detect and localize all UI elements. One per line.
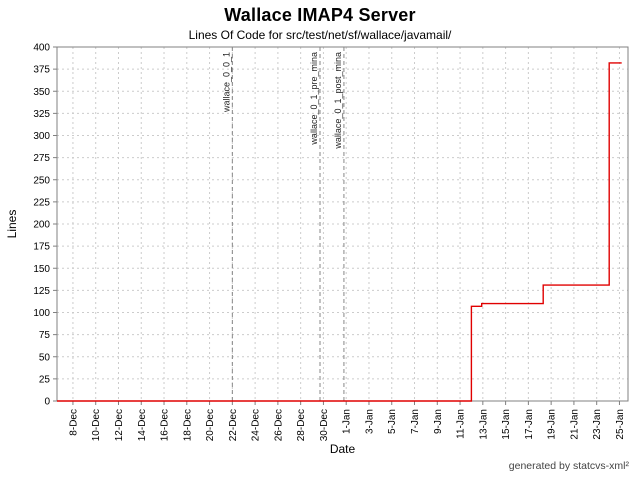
x-axis-title: Date <box>330 442 356 456</box>
x-tick-label: 17-Jan <box>524 409 535 440</box>
y-tick-label: 200 <box>33 220 50 231</box>
tag-lines: wallace_0_0_1 wallace_0_1_pre_mina wallace… <box>221 47 345 401</box>
y-tick-label: 275 <box>33 153 50 164</box>
y-tick-label: 75 <box>39 330 51 341</box>
tag-label: wallace_0_0_1 <box>221 52 231 113</box>
x-tick-label: 20-Dec <box>205 409 216 441</box>
x-tick-label: 15-Jan <box>501 409 512 440</box>
x-axis: 8-Dec 10-Dec 12-Dec 14-Dec 16-Dec 18-Dec 20-De… <box>68 401 626 441</box>
y-tick-label: 175 <box>33 242 50 253</box>
y-tick-label: 225 <box>33 197 50 208</box>
x-tick-label: 9-Jan <box>433 409 444 434</box>
x-tick-label: 21-Jan <box>569 409 580 440</box>
y-tick-label: 0 <box>44 397 50 408</box>
x-tick-label: 1-Jan <box>342 409 353 434</box>
x-tick-label: 23-Jan <box>592 409 603 440</box>
x-tick-label: 18-Dec <box>182 409 193 441</box>
x-tick-label: 8-Dec <box>68 409 79 436</box>
y-tick-label: 375 <box>33 65 50 76</box>
y-axis-title: Lines <box>5 210 19 239</box>
chart-title: Wallace IMAP4 Server <box>224 5 416 25</box>
x-tick-label: 25-Jan <box>615 409 626 440</box>
tag-label: wallace_0_1_post_mina <box>333 52 343 150</box>
x-tick-label: 16-Dec <box>160 409 171 441</box>
y-tick-label: 250 <box>33 175 50 186</box>
y-tick-label: 100 <box>33 308 50 319</box>
x-tick-label: 14-Dec <box>137 409 148 441</box>
x-tick-label: 22-Dec <box>228 409 239 441</box>
tag-label: wallace_0_1_pre_mina <box>309 52 319 146</box>
y-tick-label: 350 <box>33 87 50 98</box>
y-axis: 0 25 50 75 100 125 150 175 200 225 250 275 300 325 350… <box>33 43 57 408</box>
chart-subtitle: Lines Of Code for src/test/net/sf/wallac… <box>188 28 452 42</box>
generator-credit: generated by statcvs-xml² <box>508 460 629 472</box>
x-tick-label: 19-Jan <box>547 409 558 440</box>
x-tick-label: 24-Dec <box>251 409 262 441</box>
y-tick-label: 325 <box>33 109 50 120</box>
series-line-lines-of-code <box>57 62 622 402</box>
x-tick-label: 13-Jan <box>478 409 489 440</box>
y-tick-label: 25 <box>39 374 51 385</box>
y-tick-label: 125 <box>33 286 50 297</box>
x-tick-label: 26-Dec <box>273 409 284 441</box>
x-tick-label: 28-Dec <box>296 409 307 441</box>
y-tick-label: 50 <box>39 352 51 363</box>
x-tick-label: 3-Jan <box>364 409 375 434</box>
x-tick-label: 11-Jan <box>456 409 467 439</box>
y-tick-label: 300 <box>33 131 50 142</box>
y-tick-label: 400 <box>33 43 50 54</box>
x-tick-label: 12-Dec <box>114 409 125 441</box>
x-tick-label: 5-Jan <box>387 409 398 434</box>
x-tick-label: 30-Dec <box>319 409 330 441</box>
x-tick-label: 7-Jan <box>410 409 421 434</box>
x-tick-label: 10-Dec <box>91 409 102 441</box>
y-tick-label: 150 <box>33 264 50 275</box>
